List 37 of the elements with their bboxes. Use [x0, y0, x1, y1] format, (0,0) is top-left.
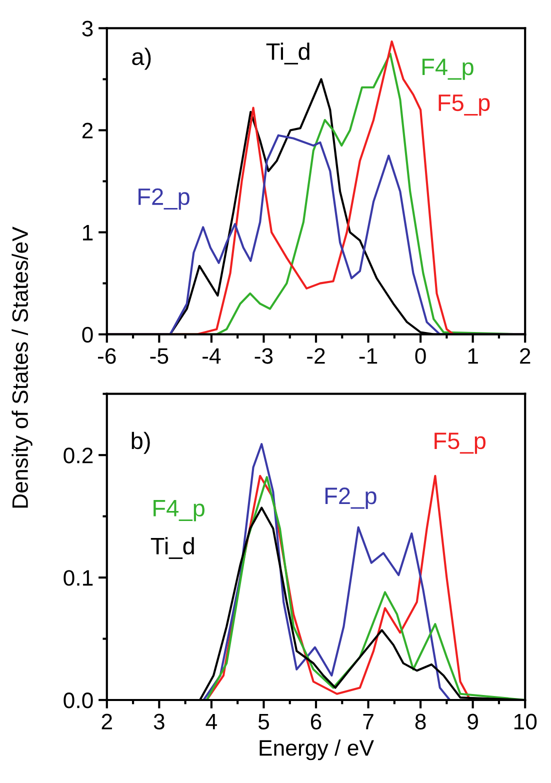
series-label: F2_p — [325, 488, 376, 509]
x-tick-label: -5 — [150, 348, 168, 364]
series-label: F2_p — [138, 188, 190, 210]
annotation: a) — [132, 48, 151, 70]
y-tick-label: 0.2 — [64, 448, 93, 464]
x-tick-label: 5 — [258, 714, 269, 730]
series-label: F4_p — [154, 500, 204, 522]
x-tick-label: 9 — [468, 714, 478, 730]
x-tick-label: -6 — [98, 348, 116, 364]
series-label: F5_p — [438, 94, 490, 116]
x-tick-label: -1 — [359, 348, 378, 364]
y-tick-label: 0 — [82, 326, 93, 343]
y-tick-label: 1 — [83, 225, 93, 240]
x-tick-label: 8 — [415, 714, 426, 730]
x-tick-label: 4 — [206, 714, 217, 730]
y-tick-label: 0.1 — [64, 570, 93, 586]
x-tick-label: 1 — [468, 348, 478, 364]
x-tick-label: 3 — [154, 714, 164, 730]
annotation: b) — [132, 432, 150, 454]
y-tick-label: 2 — [82, 122, 93, 138]
series-label: F4_p — [422, 58, 474, 80]
x-tick-label: 2 — [520, 348, 530, 364]
x-tick-label: 10 — [514, 714, 537, 730]
y-axis-title: Density of States / States/eV — [12, 226, 32, 508]
x-tick-label: 0 — [415, 348, 426, 364]
x-tick-label: -2 — [307, 348, 325, 364]
x-tick-label: -4 — [202, 348, 221, 364]
x-tick-label: 6 — [310, 714, 322, 730]
series-label: Ti_d — [266, 42, 310, 64]
x-tick-label: 7 — [363, 714, 374, 730]
y-tick-label: 3 — [82, 20, 93, 36]
series-label: F5_p — [434, 432, 486, 454]
x-axis-title: Energy / eV — [260, 739, 374, 760]
x-tick-label: 2 — [102, 714, 112, 730]
y-tick-label: 0.0 — [64, 692, 93, 708]
series-label: Ti_d — [150, 537, 194, 559]
x-tick-label: -3 — [254, 348, 273, 364]
